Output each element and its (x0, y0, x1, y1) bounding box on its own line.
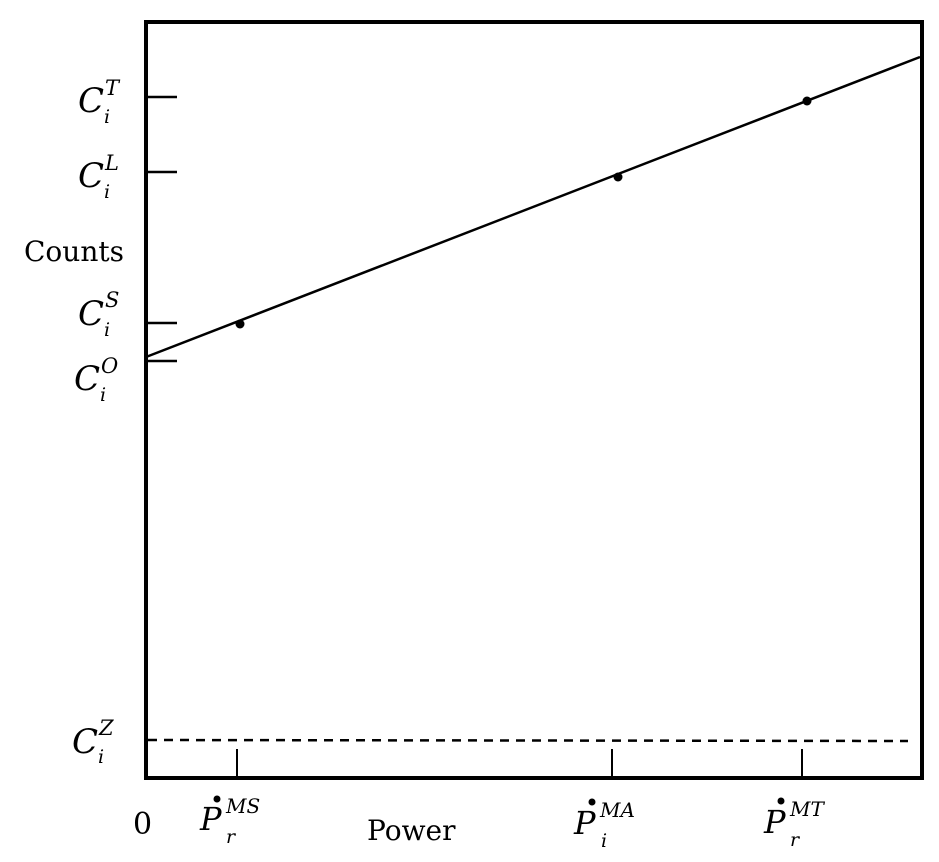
svg-text:C: C (78, 294, 104, 334)
x-label-pms: P MS r (199, 794, 260, 848)
data-point-ms (235, 319, 245, 329)
y-label-cs: C S i (78, 288, 119, 341)
svg-text:C: C (72, 722, 98, 762)
svg-text:P: P (199, 800, 222, 838)
svg-text:r: r (790, 829, 801, 851)
svg-text:L: L (104, 151, 119, 175)
calibration-line (145, 55, 921, 359)
svg-text:P: P (573, 804, 596, 842)
svg-text:S: S (105, 288, 119, 312)
svg-text:C: C (78, 81, 104, 121)
svg-text:C: C (74, 359, 100, 399)
svg-text:r: r (226, 826, 237, 848)
svg-text:T: T (105, 76, 121, 100)
x-label-pma: P MA i (573, 798, 635, 852)
x-origin-label: 0 (133, 807, 152, 842)
svg-text:O: O (101, 354, 118, 378)
y-label-cz: C Z i (72, 716, 114, 768)
svg-text:i: i (104, 106, 110, 128)
svg-text:i: i (601, 830, 607, 852)
y-label-cl: C L i (78, 151, 119, 203)
x-label-pmt: P MT r (763, 797, 825, 851)
y-axis-title: Counts (24, 235, 124, 268)
svg-text:Z: Z (98, 716, 114, 740)
svg-text:P: P (763, 803, 786, 841)
plot-frame (144, 20, 924, 780)
svg-text:i: i (98, 746, 104, 768)
svg-text:MA: MA (599, 798, 635, 822)
data-point-ma (613, 172, 623, 182)
svg-text:i: i (100, 384, 106, 406)
svg-text:i: i (104, 319, 110, 341)
y-label-ct: C T i (78, 76, 121, 128)
x-axis-title: Power (367, 814, 456, 847)
y-label-co: C O i (74, 354, 118, 406)
svg-text:MT: MT (789, 797, 825, 821)
svg-text:MS: MS (225, 794, 260, 818)
data-point-mt (802, 96, 812, 106)
zero-baseline-dashed (147, 738, 909, 743)
svg-text:C: C (78, 156, 104, 196)
svg-text:i: i (104, 181, 110, 203)
